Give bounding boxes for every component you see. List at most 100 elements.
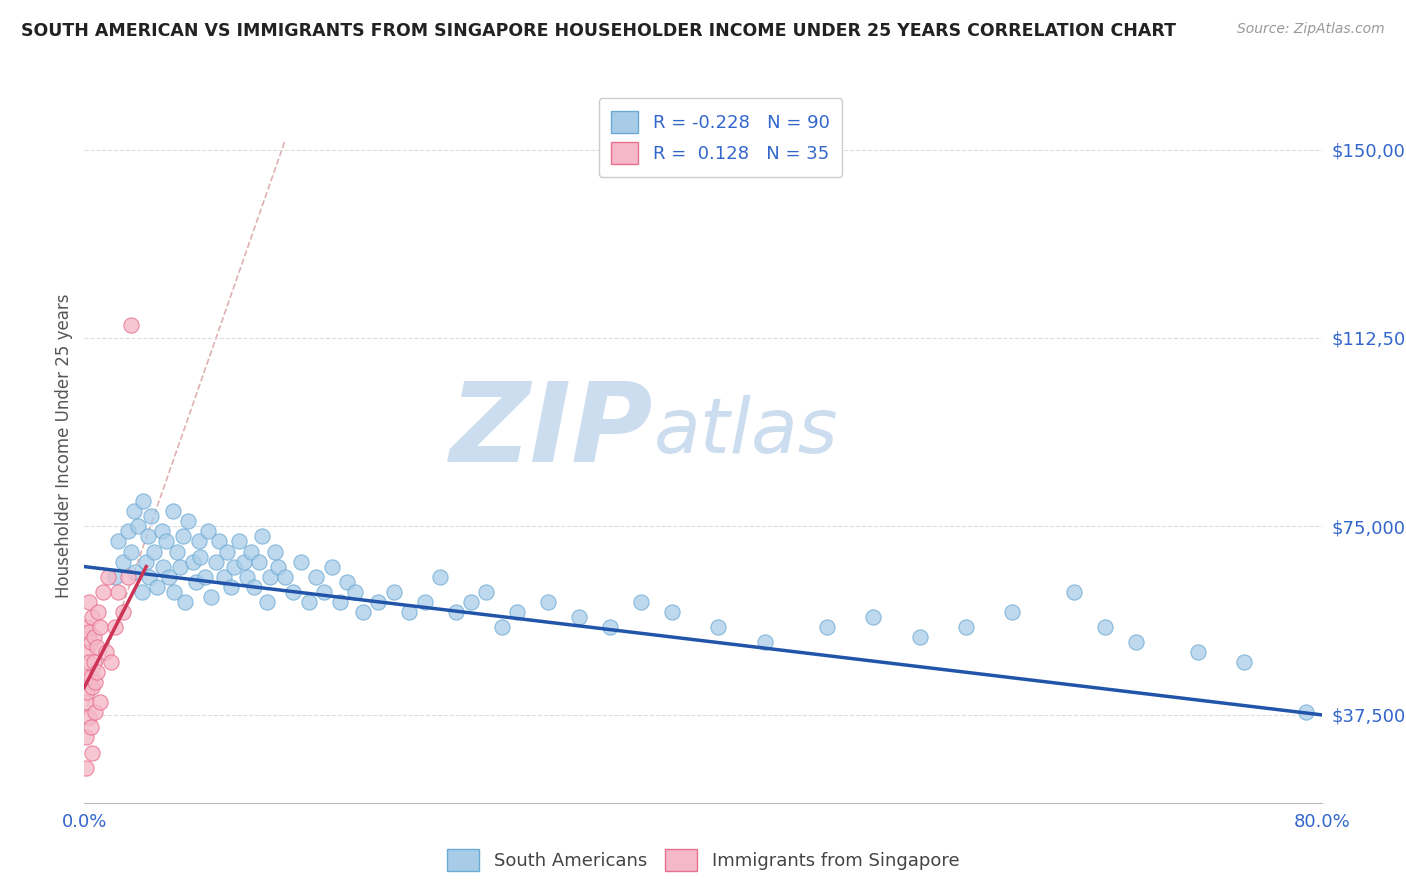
Point <box>281 584 305 599</box>
Point <box>312 584 335 599</box>
Point <box>172 529 194 543</box>
Point <box>146 580 169 594</box>
Text: atlas: atlas <box>654 395 838 468</box>
Point <box>127 519 149 533</box>
Point <box>150 524 173 539</box>
Point <box>267 559 290 574</box>
Point <box>1233 655 1256 669</box>
Point <box>862 610 884 624</box>
Point <box>429 569 451 583</box>
Text: ZIP: ZIP <box>450 378 654 485</box>
Point <box>200 590 222 604</box>
Point <box>224 559 246 574</box>
Point <box>136 529 159 543</box>
Point <box>120 544 142 558</box>
Point <box>228 534 250 549</box>
Point <box>124 565 146 579</box>
Point <box>94 645 117 659</box>
Point <box>132 494 155 508</box>
Point <box>259 569 281 583</box>
Point <box>256 595 278 609</box>
Point <box>75 695 97 709</box>
Point <box>163 584 186 599</box>
Point <box>174 595 197 609</box>
Point <box>86 640 108 654</box>
Point <box>131 584 153 599</box>
Point <box>75 761 97 775</box>
Y-axis label: Householder Income Under 25 years: Householder Income Under 25 years <box>55 293 73 599</box>
Point <box>815 620 838 634</box>
Point <box>112 555 135 569</box>
Point <box>87 605 110 619</box>
Point <box>84 675 107 690</box>
Point <box>117 524 139 539</box>
Point <box>104 620 127 634</box>
Point <box>1001 605 1024 619</box>
Point <box>89 695 111 709</box>
Point <box>77 710 100 724</box>
Point <box>139 509 162 524</box>
Point <box>955 620 977 634</box>
Point <box>100 655 122 669</box>
Legend: R = -0.228   N = 90, R =  0.128   N = 35: R = -0.228 N = 90, R = 0.128 N = 35 <box>599 98 842 177</box>
Point <box>382 584 405 599</box>
Point <box>135 555 157 569</box>
Point <box>77 624 100 639</box>
Point <box>599 620 621 634</box>
Point <box>82 746 104 760</box>
Point <box>263 544 285 558</box>
Point <box>908 630 931 644</box>
Text: Source: ZipAtlas.com: Source: ZipAtlas.com <box>1237 22 1385 37</box>
Point <box>661 605 683 619</box>
Point <box>159 569 180 583</box>
Point <box>104 569 127 583</box>
Text: SOUTH AMERICAN VS IMMIGRANTS FROM SINGAPORE HOUSEHOLDER INCOME UNDER 25 YEARS CO: SOUTH AMERICAN VS IMMIGRANTS FROM SINGAP… <box>21 22 1175 40</box>
Point <box>212 569 235 583</box>
Point <box>321 559 343 574</box>
Point <box>240 544 263 558</box>
Point <box>215 544 238 558</box>
Point <box>630 595 652 609</box>
Point <box>197 524 219 539</box>
Point <box>79 670 101 684</box>
Point <box>181 555 204 569</box>
Point <box>475 584 498 599</box>
Point <box>184 574 207 589</box>
Point <box>138 569 160 583</box>
Point <box>83 630 105 644</box>
Point <box>297 595 319 609</box>
Point <box>343 584 366 599</box>
Point <box>86 665 108 680</box>
Point <box>250 529 273 543</box>
Point <box>76 685 98 699</box>
Point <box>155 534 177 549</box>
Point <box>1187 645 1209 659</box>
Point <box>1295 706 1317 720</box>
Point <box>79 720 101 734</box>
Point <box>305 569 328 583</box>
Point <box>506 605 529 619</box>
Point <box>194 569 217 583</box>
Point <box>91 584 114 599</box>
Point <box>568 610 591 624</box>
Point <box>82 610 104 624</box>
Point <box>352 605 374 619</box>
Point <box>77 595 100 609</box>
Point <box>336 574 359 589</box>
Point <box>107 584 129 599</box>
Point <box>76 645 98 659</box>
Point <box>243 580 266 594</box>
Point <box>205 555 228 569</box>
Point <box>76 670 98 684</box>
Point <box>367 595 389 609</box>
Point <box>177 515 200 529</box>
Point <box>187 534 209 549</box>
Point <box>162 504 184 518</box>
Legend: South Americans, Immigrants from Singapore: South Americans, Immigrants from Singapo… <box>439 842 967 879</box>
Point <box>122 504 145 518</box>
Point <box>169 559 191 574</box>
Point <box>188 549 211 564</box>
Point <box>274 569 297 583</box>
Point <box>444 605 467 619</box>
Point <box>166 544 188 558</box>
